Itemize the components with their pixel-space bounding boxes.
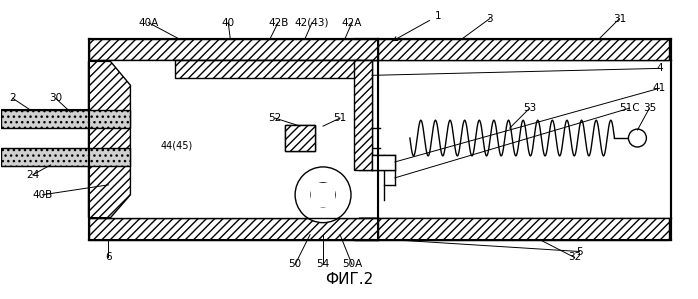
Bar — [1, 128, 131, 148]
Text: 54: 54 — [316, 260, 329, 269]
Text: 50A: 50A — [342, 260, 362, 269]
Bar — [89, 61, 377, 217]
Text: 4: 4 — [656, 63, 662, 73]
Text: 30: 30 — [49, 93, 62, 103]
Circle shape — [295, 167, 351, 223]
Text: 53: 53 — [523, 103, 536, 113]
Bar — [355, 218, 669, 239]
Bar — [285, 125, 315, 151]
Text: 42A: 42A — [342, 18, 362, 28]
Text: ФИГ.2: ФИГ.2 — [325, 272, 373, 287]
Text: 51C: 51C — [619, 103, 640, 113]
Bar — [1, 110, 131, 128]
Text: 40A: 40A — [138, 18, 158, 28]
Text: 51: 51 — [334, 113, 347, 123]
Bar — [285, 125, 315, 151]
Text: 1: 1 — [393, 10, 441, 41]
Circle shape — [628, 129, 646, 147]
Text: 44(45): 44(45) — [161, 140, 193, 150]
Text: 24: 24 — [26, 170, 39, 180]
Text: 40: 40 — [222, 18, 235, 28]
Text: 42(43): 42(43) — [295, 18, 329, 28]
Text: 6: 6 — [105, 252, 112, 263]
Bar — [89, 39, 378, 60]
Circle shape — [311, 183, 335, 207]
Text: 52: 52 — [269, 113, 282, 123]
Text: 5: 5 — [577, 246, 583, 257]
Polygon shape — [89, 61, 131, 218]
Text: 3: 3 — [487, 14, 493, 24]
Bar — [175, 60, 360, 78]
Text: 32: 32 — [568, 252, 581, 263]
Text: 2: 2 — [9, 93, 16, 103]
Bar — [354, 60, 372, 170]
Text: 35: 35 — [643, 103, 656, 113]
Text: 31: 31 — [613, 14, 626, 24]
Bar — [1, 148, 131, 166]
Text: 41: 41 — [653, 83, 666, 93]
Bar — [311, 183, 335, 207]
Bar — [131, 79, 352, 217]
Text: 50: 50 — [288, 260, 302, 269]
Text: 42B: 42B — [268, 18, 288, 28]
Text: 40B: 40B — [33, 190, 53, 200]
Bar — [355, 39, 669, 60]
Bar — [89, 218, 378, 239]
Bar — [89, 61, 359, 218]
Bar — [372, 155, 395, 170]
